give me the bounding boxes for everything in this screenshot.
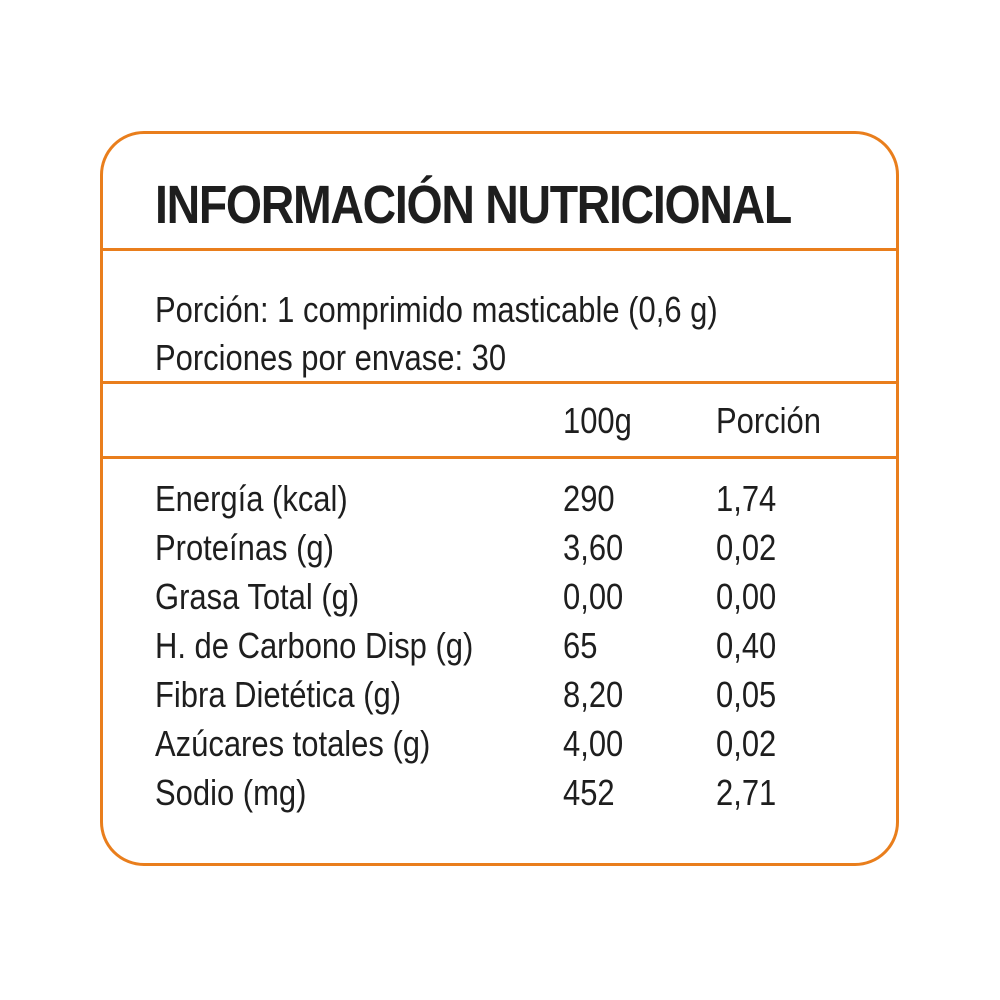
value-per-100g: 8,20 (563, 674, 624, 715)
table-row: Azúcares totales (g) 4,00 0,02 (103, 721, 896, 770)
table-row: Proteínas (g) 3,60 0,02 (103, 525, 896, 574)
divider-serving (103, 381, 896, 384)
nutrient-name: Grasa Total (g) (155, 576, 360, 617)
column-header-portion: Porción (716, 400, 821, 441)
serving-size: Porción: 1 comprimido masticable (0,6 g) (155, 289, 718, 330)
table-row: Fibra Dietética (g) 8,20 0,05 (103, 672, 896, 721)
table-row: H. de Carbono Disp (g) 65 0,40 (103, 623, 896, 672)
servings-per-container: Porciones por envase: 30 (155, 337, 507, 378)
nutrition-facts-panel: INFORMACIÓN NUTRICIONAL Porción: 1 compr… (100, 131, 899, 866)
value-per-serving: 0,02 (716, 723, 777, 764)
value-per-serving: 0,40 (716, 625, 777, 666)
value-per-100g: 452 (563, 772, 615, 813)
table-row: Grasa Total (g) 0,00 0,00 (103, 574, 896, 623)
value-per-100g: 65 (563, 625, 598, 666)
nutrient-name: Energía (kcal) (155, 478, 348, 519)
value-per-serving: 0,00 (716, 576, 777, 617)
value-per-serving: 2,71 (716, 772, 777, 813)
nutrient-name: Proteínas (g) (155, 527, 334, 568)
serving-info: Porción: 1 comprimido masticable (0,6 g)… (155, 286, 718, 382)
divider-title (103, 248, 896, 251)
value-per-100g: 290 (563, 478, 615, 519)
divider-header (103, 456, 896, 459)
column-header-100g: 100g (563, 400, 632, 441)
value-per-serving: 0,02 (716, 527, 777, 568)
nutrient-name: Fibra Dietética (g) (155, 674, 402, 715)
nutrient-name: Azúcares totales (g) (155, 723, 431, 764)
table-row: Sodio (mg) 452 2,71 (103, 770, 896, 819)
nutrient-name: Sodio (mg) (155, 772, 307, 813)
value-per-100g: 4,00 (563, 723, 624, 764)
value-per-100g: 3,60 (563, 527, 624, 568)
nutrition-title: INFORMACIÓN NUTRICIONAL (155, 175, 792, 235)
value-per-100g: 0,00 (563, 576, 624, 617)
value-per-serving: 0,05 (716, 674, 777, 715)
nutrient-name: H. de Carbono Disp (g) (155, 625, 474, 666)
nutrient-table: Energía (kcal) 290 1,74 Proteínas (g) 3,… (103, 476, 896, 819)
value-per-serving: 1,74 (716, 478, 777, 519)
table-row: Energía (kcal) 290 1,74 (103, 476, 896, 525)
